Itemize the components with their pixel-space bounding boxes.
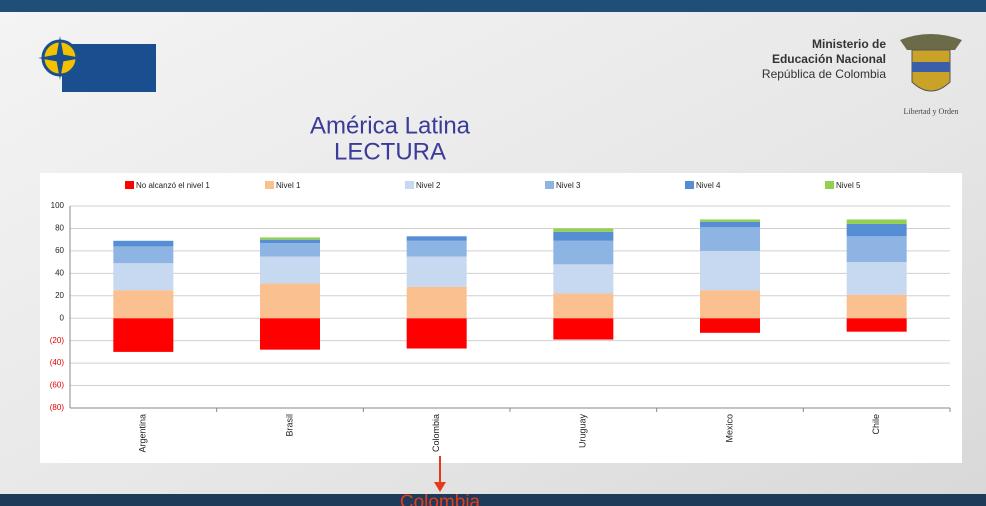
bar-segment <box>700 219 760 222</box>
legend-swatch <box>685 181 694 189</box>
bar-segment <box>113 246 174 264</box>
bar-segment <box>700 318 760 333</box>
bar-segment <box>260 237 320 240</box>
slide-subtitle: LECTURA <box>334 138 446 165</box>
bar-segment <box>260 283 320 319</box>
bar-segment <box>700 290 760 319</box>
legend-label: No alcanzó el nivel 1 <box>136 181 210 190</box>
legend-swatch <box>125 181 134 189</box>
y-tick-label: (20) <box>50 336 65 345</box>
bar-segment <box>700 227 760 251</box>
y-tick-label: 40 <box>55 268 64 277</box>
x-tick-label: Colombia <box>431 414 441 452</box>
legend-label: Nivel 4 <box>696 181 721 190</box>
y-tick-label: 0 <box>60 313 65 322</box>
top-bar <box>0 0 986 12</box>
bar-segment <box>553 293 614 319</box>
bar-segment <box>846 223 907 237</box>
x-tick-label: Chile <box>871 414 881 435</box>
bar-segment <box>846 262 907 295</box>
x-tick-label: Argentina <box>138 414 148 453</box>
bar-segment <box>406 286 467 319</box>
bar-segment <box>406 240 467 257</box>
highlight-label: Colombia <box>400 492 481 506</box>
legend-swatch <box>545 181 554 189</box>
bar-segment <box>260 243 320 257</box>
y-tick-label: 20 <box>55 291 64 300</box>
bar-segment <box>553 231 614 241</box>
legend-swatch <box>825 181 834 189</box>
bar-segment <box>113 263 174 291</box>
motto: Libertad y Orden <box>903 107 958 116</box>
y-tick-label: (60) <box>50 381 65 390</box>
bar-segment <box>700 221 760 228</box>
arrow <box>434 456 446 492</box>
bar-segment <box>553 228 614 232</box>
bar-segment <box>260 256 320 284</box>
ministry-line: Educación Nacional <box>772 52 886 66</box>
legend-swatch <box>405 181 414 189</box>
x-tick-label: Uruguay <box>578 414 588 449</box>
legend-label: Nivel 5 <box>836 181 861 190</box>
bar-segment <box>406 236 467 241</box>
bar-segment <box>113 318 174 352</box>
bar-segment <box>406 318 467 349</box>
bar-segment <box>406 256 467 287</box>
bar-segment <box>553 240 614 265</box>
bottom-bar <box>0 494 986 506</box>
bar-segment <box>113 290 174 319</box>
bar-segment <box>846 236 907 263</box>
x-tick-label: Brasil <box>284 414 294 437</box>
bar-segment <box>846 294 907 319</box>
x-tick-label: Mexico <box>724 414 734 443</box>
ministry-line: Ministerio de <box>812 37 886 51</box>
coat-of-arms <box>900 34 962 92</box>
bar-segment <box>260 239 320 244</box>
chart: (80) (60) (40) (20) 0 20 40 60 80 100 No alcanzó e… <box>50 181 951 453</box>
y-tick-label: (40) <box>50 358 65 367</box>
bar-segment <box>846 318 907 332</box>
legend-label: Nivel 3 <box>556 181 581 190</box>
ministry-line: República de Colombia <box>762 67 886 81</box>
legend-label: Nivel 2 <box>416 181 441 190</box>
y-tick-label: (80) <box>50 403 65 412</box>
bar-segment <box>113 240 174 247</box>
y-tick-label: 100 <box>51 201 65 210</box>
y-tick-label: 60 <box>55 246 64 255</box>
legend-label: Nivel 1 <box>276 181 301 190</box>
icfes-logo: ICFES <box>38 36 156 94</box>
bar-segment <box>260 318 320 350</box>
bar-segment <box>553 264 614 294</box>
logo-text: ICFES <box>69 72 129 94</box>
bar-segment <box>700 250 760 291</box>
y-tick-label: 80 <box>55 224 64 233</box>
slide-title: América Latina <box>310 112 471 139</box>
bar-segment <box>553 318 614 340</box>
legend-swatch <box>265 181 274 189</box>
bar-segment <box>846 219 907 224</box>
